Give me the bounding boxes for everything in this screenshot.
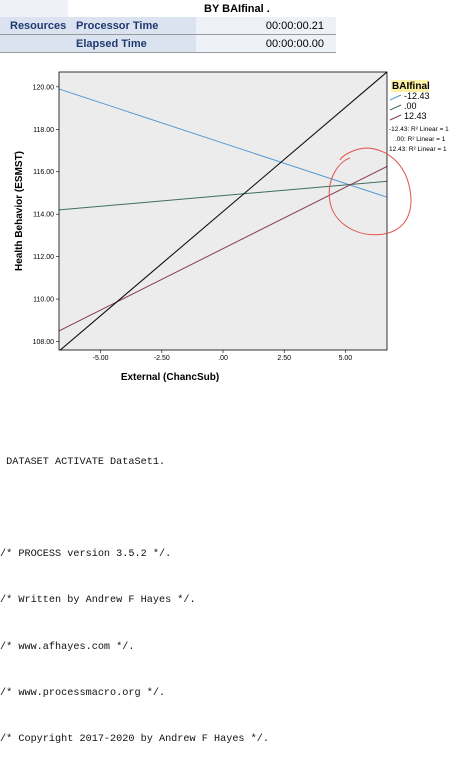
fit-line-label: -12.43: R² Linear = 1 xyxy=(389,126,449,133)
y-tick-label: 110.00 xyxy=(33,297,54,304)
x-tick-label: -5.00 xyxy=(93,355,109,362)
syntax-line: /* www.afhayes.com */. xyxy=(0,641,135,653)
hand-drawn-circle-annotation xyxy=(328,147,412,236)
y-tick-label: 108.00 xyxy=(33,339,55,346)
interaction-line-chart: 108.00 110.00 112.00 114.00 116.00 118.00 120.… xyxy=(14,71,449,383)
fit-line-label: .00: R² Linear = 1 xyxy=(395,136,446,143)
x-axis-title: External (ChancSub) xyxy=(121,372,219,383)
legend-title-highlight xyxy=(391,80,429,92)
syntax-line: /* Copyright 2017-2020 by Andrew F Hayes… xyxy=(0,734,269,746)
syntax-line: /* PROCESS version 3.5.2 */. xyxy=(0,549,172,561)
y-tick-label: 116.00 xyxy=(33,169,54,176)
syntax-output: DATASET ACTIVATE DataSet1. /* PROCESS ve… xyxy=(0,424,474,763)
elapsed-time-label: Elapsed Time xyxy=(68,34,196,53)
legend-label: .00 xyxy=(404,101,417,111)
syntax-line: /* www.processmacro.org */. xyxy=(0,687,166,699)
legend-swatch xyxy=(389,104,402,111)
series-line-2 xyxy=(59,180,387,211)
legend-title: BAIfinal xyxy=(392,81,430,92)
y-axis-title: Health Behavior (ESMST) xyxy=(14,151,25,271)
y-tick-label: 120.00 xyxy=(33,84,55,91)
fit-line-label: 12.43: R² Linear = 1 xyxy=(389,146,447,153)
series-line-1 xyxy=(59,88,387,198)
x-tick-label: -2.50 xyxy=(154,355,170,362)
syntax-line: DATASET ACTIVATE DataSet1. xyxy=(0,456,166,468)
x-tick-label: 2.50 xyxy=(277,355,291,362)
syntax-line: /* Written by Andrew F Hayes */. xyxy=(0,595,196,607)
series-line-3 xyxy=(59,165,387,332)
y-tick-label: 118.00 xyxy=(33,127,54,134)
resources-blank-cell xyxy=(0,0,68,17)
legend-swatch xyxy=(389,114,402,121)
y-tick-label: 112.00 xyxy=(33,254,54,261)
syntax-line xyxy=(0,501,474,516)
resources-table: BY BAIfinal . Resources Processor Time 0… xyxy=(0,0,336,53)
x-tick-label: .00 xyxy=(218,355,228,362)
y-tick-label: 114.00 xyxy=(33,212,54,219)
x-tick-label: 5.00 xyxy=(339,355,353,362)
processor-time-label: Processor Time xyxy=(68,17,196,35)
elapsed-time-value: 00:00:00.00 xyxy=(196,34,336,53)
resources-blank-head xyxy=(68,0,196,17)
legend-label: 12.43 xyxy=(404,111,427,121)
resources-section-label: Resources xyxy=(0,17,68,35)
legend-swatch xyxy=(389,94,402,101)
resources-blank-label xyxy=(0,34,68,53)
resources-header: BY BAIfinal . xyxy=(196,0,336,17)
series-line-4 xyxy=(59,72,387,350)
legend-label: -12.43 xyxy=(404,91,430,101)
processor-time-value: 00:00:00.21 xyxy=(196,17,336,35)
